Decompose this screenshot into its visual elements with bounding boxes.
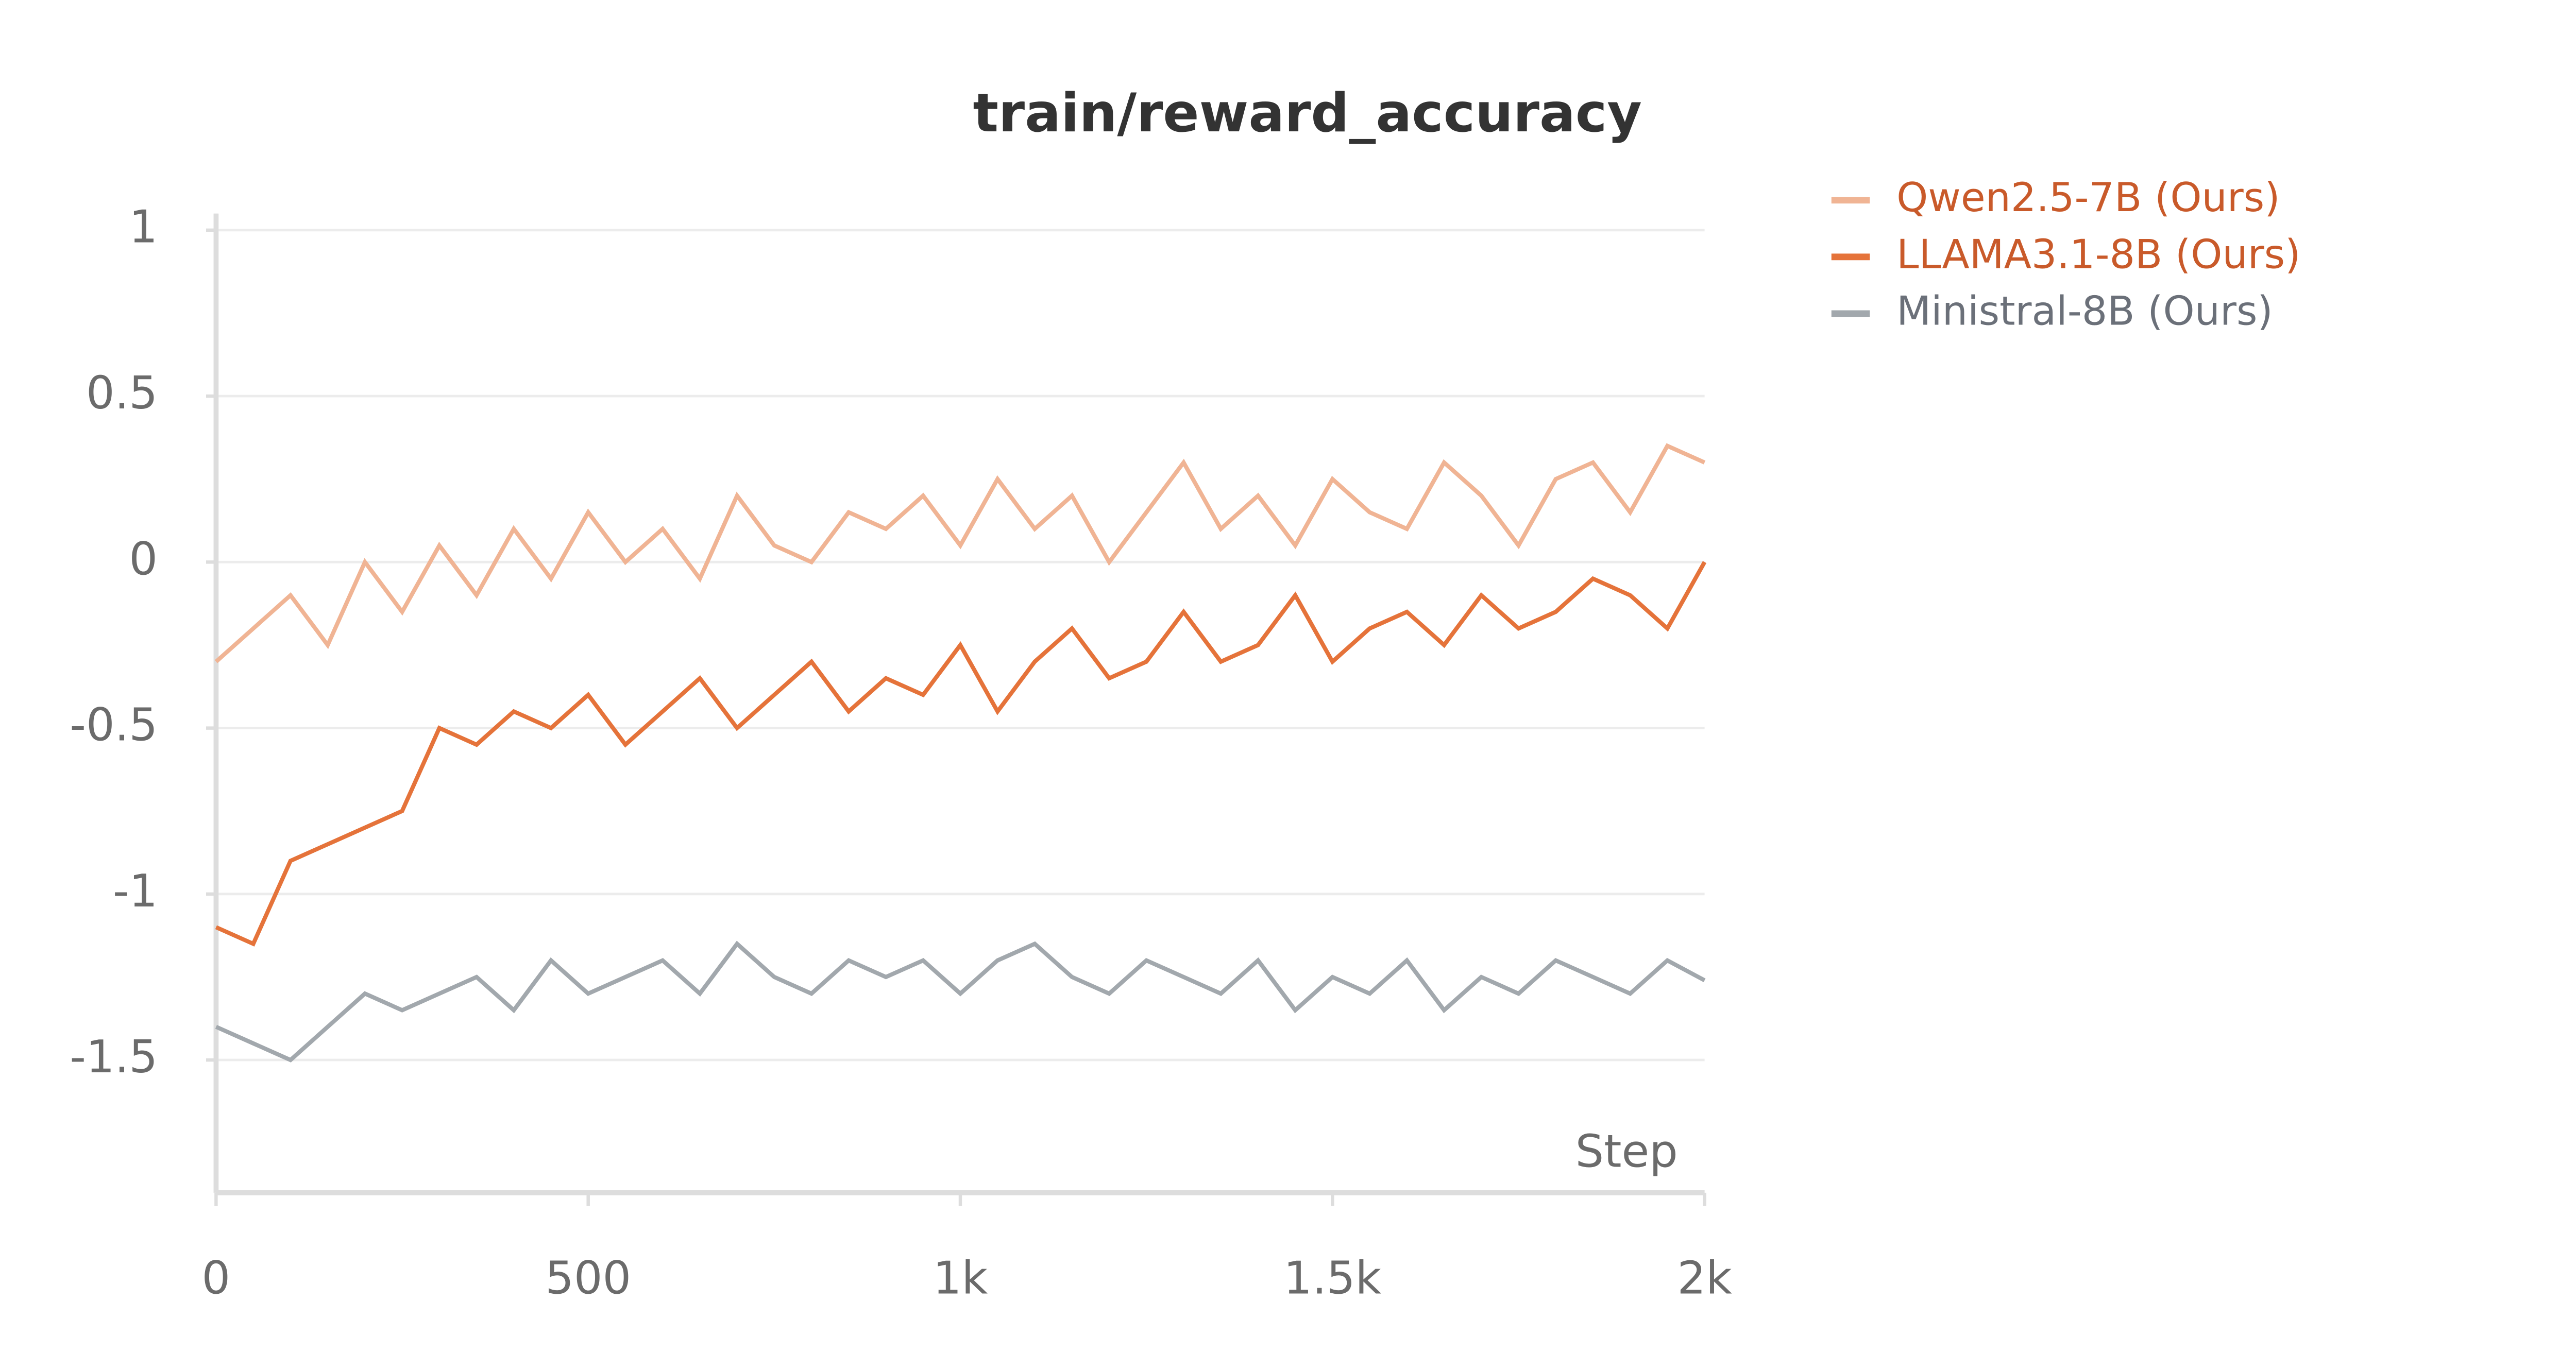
y-tick-label: 0 <box>129 533 158 585</box>
x-axis-label: Step <box>1575 1125 1678 1177</box>
series-line <box>214 443 1706 663</box>
y-tick-label: -1.5 <box>70 1031 158 1083</box>
legend-label: LLAMA3.1-8B (Ours) <box>1896 231 2300 278</box>
x-tick-label: 0 <box>202 1252 231 1304</box>
y-tick-label: -1 <box>113 865 158 917</box>
x-tick-label: 2k <box>1677 1252 1732 1304</box>
y-tick-label: 0.5 <box>86 367 158 419</box>
y-tick-label: -0.5 <box>70 699 158 751</box>
chart-title: train/reward_accuracy <box>973 82 1642 144</box>
series-line <box>215 940 1706 1063</box>
legend-label: Qwen2.5-7B (Ours) <box>1896 175 2280 221</box>
legend-label: Ministral-8B (Ours) <box>1896 288 2273 334</box>
series-line <box>215 561 1707 947</box>
x-tick-label: 500 <box>545 1252 631 1304</box>
x-tick-label: 1.5k <box>1283 1252 1381 1304</box>
y-tick-label: 1 <box>129 201 158 253</box>
x-tick-label: 1k <box>933 1252 988 1304</box>
